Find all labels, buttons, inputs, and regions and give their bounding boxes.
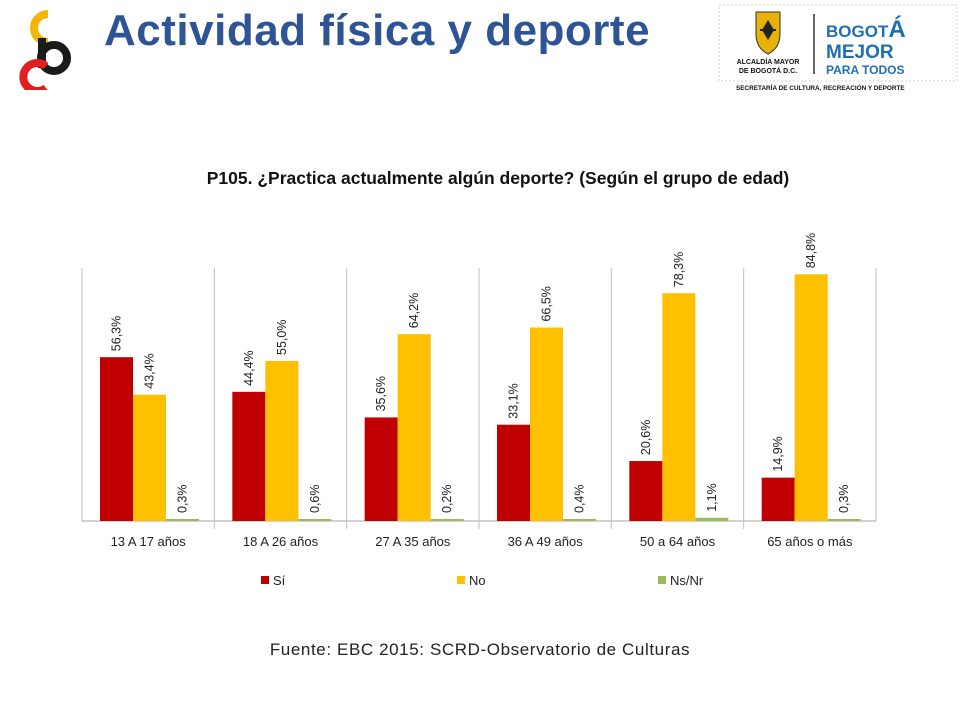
data-label: 84,8%	[804, 233, 818, 268]
legend-swatch	[457, 576, 465, 584]
data-label: 0,3%	[176, 485, 190, 514]
secretariat-name: SECRETARÍA DE CULTURA, RECREACIÓN Y DEPO…	[736, 83, 905, 92]
bar	[298, 519, 332, 521]
x-tick-label: 27 A 35 años	[375, 534, 451, 549]
data-label: 0,2%	[440, 485, 454, 514]
source-note: Fuente: EBC 2015: SCRD-Observatorio de C…	[269, 640, 691, 659]
legend-label: Ns/Nr	[670, 573, 704, 588]
slide-title: Actividad física y deporte	[104, 6, 651, 55]
bar	[761, 477, 795, 521]
data-label: 33,1%	[507, 383, 521, 418]
bar	[265, 360, 299, 521]
bar	[166, 519, 199, 521]
office-line-2: DE BOGOTÁ D.C.	[739, 66, 797, 75]
bar	[794, 274, 828, 521]
logo-red-arc	[19, 59, 49, 90]
data-label: 55,0%	[275, 320, 289, 355]
legend-swatch	[658, 576, 666, 584]
data-label: 64,2%	[407, 293, 421, 328]
brand-line-1: BOGOTÁ	[826, 15, 906, 43]
bar	[497, 424, 530, 521]
bar	[530, 327, 563, 521]
legend-label: Sí	[273, 573, 286, 588]
data-label: 43,4%	[143, 353, 157, 388]
bar	[827, 519, 861, 521]
data-label: 0,6%	[308, 485, 322, 514]
x-tick-label: 13 A 17 años	[111, 534, 187, 549]
bar	[100, 357, 133, 521]
bar	[430, 519, 464, 521]
x-tick-label: 65 años o más	[767, 534, 853, 549]
x-tick-label: 36 A 49 años	[508, 534, 584, 549]
institution-banner: ALCALDÍA MAYOR DE BOGOTÁ D.C. BOGOTÁ MEJ…	[718, 4, 958, 92]
bar	[629, 461, 663, 521]
data-label: 56,3%	[110, 316, 124, 351]
legend-label: No	[469, 573, 486, 588]
bar	[364, 417, 398, 521]
data-label: 44,4%	[242, 350, 256, 385]
bar	[563, 519, 596, 521]
data-label: 20,6%	[639, 420, 653, 455]
scrd-logo	[19, 10, 71, 90]
bar	[397, 334, 431, 521]
data-label: 1,1%	[705, 483, 719, 512]
x-tick-label: 50 a 64 años	[640, 534, 716, 549]
data-label: 66,5%	[540, 286, 554, 321]
bar	[662, 293, 696, 521]
brand-line-3: PARA TODOS	[826, 63, 904, 77]
office-line-1: ALCALDÍA MAYOR	[737, 57, 800, 66]
bar	[695, 517, 729, 521]
data-label: 0,3%	[837, 485, 851, 514]
coat-of-arms-icon	[755, 11, 781, 55]
chart-legend: Sí No Ns/Nr	[261, 573, 704, 588]
chart-title: P105. ¿Practica actualmente algún deport…	[207, 168, 790, 188]
bar	[133, 394, 166, 521]
data-label: 14,9%	[771, 436, 785, 471]
x-tick-label: 18 A 26 años	[243, 534, 319, 549]
plot-area: 56,3% 43,4% 0,3% 13 A 17 años 44,4% 55,0% 0,6%…	[81, 233, 877, 549]
bar	[232, 391, 266, 521]
logo-b-bowl	[37, 41, 71, 75]
data-label: 0,4%	[573, 485, 587, 514]
brand-line-2: MEJOR	[826, 42, 894, 63]
data-label: 35,6%	[374, 376, 388, 411]
legend-swatch	[261, 576, 269, 584]
data-label: 78,3%	[672, 252, 686, 287]
